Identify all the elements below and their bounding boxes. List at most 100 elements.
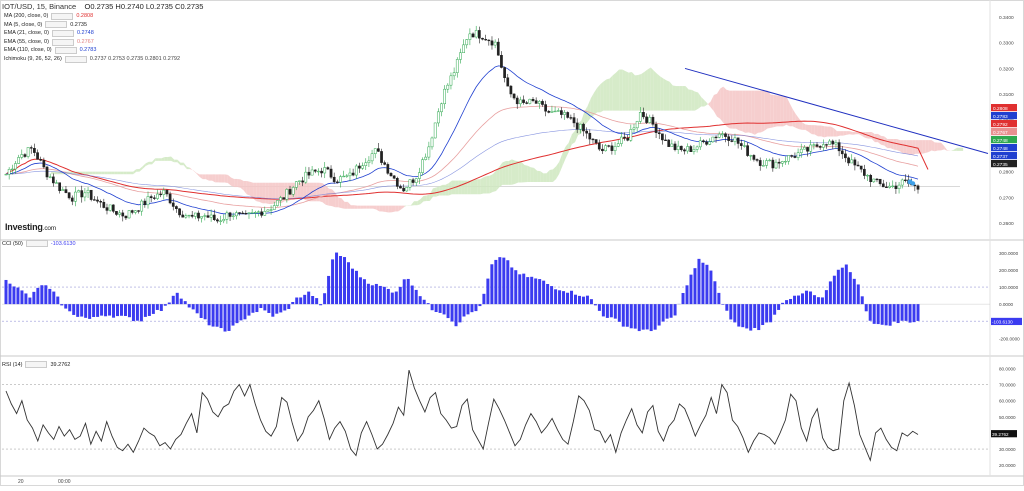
ichimoku-cloud-segment (405, 205, 408, 206)
candle-body (810, 145, 812, 151)
legend-row[interactable]: MA (5, close, 0)0.2735 (4, 21, 180, 30)
candle-body (873, 179, 875, 182)
ichimoku-cloud-segment (903, 140, 906, 154)
cci-bar (407, 279, 410, 304)
legend-row[interactable]: MA (200, close, 0)0.2808 (4, 12, 180, 21)
cci-bar (857, 284, 860, 304)
cci-bar (371, 285, 374, 304)
cci-bar (761, 304, 764, 325)
candle-body (507, 78, 509, 86)
ichimoku-cloud-segment (111, 172, 114, 175)
candle-body (324, 168, 326, 173)
candle-body (481, 38, 483, 39)
ichimoku-cloud-segment (755, 91, 758, 135)
ichimoku-cloud-segment (509, 159, 512, 184)
ichimoku-cloud-segment (588, 98, 591, 122)
candle-body (18, 157, 20, 163)
candle-body (27, 147, 29, 156)
ichimoku-cloud-segment (708, 102, 711, 108)
candle-body (623, 137, 625, 138)
candle-body (604, 146, 606, 151)
ichimoku-cloud-segment (679, 86, 682, 111)
candle-body (879, 179, 881, 184)
cci-bar (192, 304, 195, 309)
candle-body (55, 183, 57, 184)
price-label-text: 0.2735 (993, 162, 1008, 168)
cci-settings-boxes[interactable] (26, 240, 48, 247)
cci-bar (662, 304, 665, 322)
candle-body (731, 141, 733, 142)
candle-body (100, 201, 102, 202)
legend-settings-boxes[interactable] (65, 56, 87, 63)
candle-body (109, 205, 111, 211)
candle-body (835, 143, 837, 145)
ichimoku-cloud-segment (909, 140, 912, 155)
candle-body (185, 216, 187, 217)
candle-body (96, 200, 98, 201)
cci-bar (331, 259, 334, 304)
candle-body (693, 149, 695, 151)
ichimoku-cloud-segment (610, 75, 613, 110)
ichimoku-cloud-segment (155, 158, 158, 161)
cci-bar (299, 297, 302, 304)
ichimoku-cloud-segment (764, 91, 767, 131)
ichimoku-cloud-segment (944, 146, 947, 151)
candle-body (519, 100, 521, 104)
legend-settings-boxes[interactable] (51, 13, 73, 20)
candle-body (336, 182, 338, 183)
cci-bar (315, 298, 318, 304)
cci-bar (323, 293, 326, 304)
ichimoku-cloud-segment (616, 70, 619, 111)
candle-body (137, 211, 139, 212)
legend-settings-boxes[interactable] (45, 21, 67, 28)
candle-body (219, 221, 221, 222)
ichimoku-cloud-segment (206, 174, 209, 180)
candle-body (14, 164, 16, 169)
legend-row[interactable]: EMA (110, close, 0)0.2783 (4, 46, 180, 55)
ichimoku-cloud-segment (348, 202, 351, 209)
ichimoku-cloud-segment (367, 206, 370, 209)
cci-bar (889, 304, 892, 326)
cci-bar (693, 268, 696, 304)
cci-bar (897, 304, 900, 323)
candle-body (418, 173, 420, 179)
candle-body (563, 112, 565, 114)
ichimoku-cloud-segment (487, 176, 490, 194)
candle-body (649, 117, 651, 122)
legend-settings-boxes[interactable] (55, 47, 77, 54)
cci-bar (56, 297, 59, 305)
candle-body (197, 213, 199, 218)
candle-body (630, 129, 632, 140)
ichimoku-cloud-segment (168, 156, 171, 160)
candle-body (163, 190, 165, 194)
legend-row[interactable]: Ichimoku (9, 26, 52, 26)0.2737 0.2753 0.… (4, 55, 180, 64)
cci-bar (235, 304, 238, 323)
cci-bar (224, 304, 227, 331)
cci-bar (447, 304, 450, 318)
candle-body (150, 197, 152, 198)
legend-settings-boxes[interactable] (52, 39, 74, 46)
legend-row[interactable]: EMA (21, close, 0)0.2748 (4, 29, 180, 38)
candle-body (216, 220, 218, 221)
chart-title: IOT/USD, 15, Binance O0.2735 H0.2740 L0.… (2, 2, 203, 11)
candle-body (772, 160, 774, 168)
candle-body (538, 101, 540, 103)
cci-bar (20, 290, 23, 304)
candle-body (289, 189, 291, 194)
ichimoku-cloud-segment (591, 93, 594, 118)
rsi-settings-boxes[interactable] (25, 361, 47, 368)
legend-row[interactable]: EMA (55, close, 0)0.2767 (4, 38, 180, 47)
ichimoku-cloud-segment (922, 140, 925, 154)
ichimoku-cloud-segment (130, 172, 133, 175)
cci-bar (622, 304, 625, 326)
legend-settings-boxes[interactable] (52, 30, 74, 37)
candle-body (459, 53, 461, 60)
cci-bar (725, 304, 728, 311)
legend-value: 0.2748 (77, 29, 94, 38)
candle-body (664, 140, 666, 141)
cci-bar (917, 304, 920, 321)
candle-body (194, 213, 196, 216)
cci-bar (327, 276, 330, 304)
ichimoku-cloud-segment (887, 139, 890, 148)
